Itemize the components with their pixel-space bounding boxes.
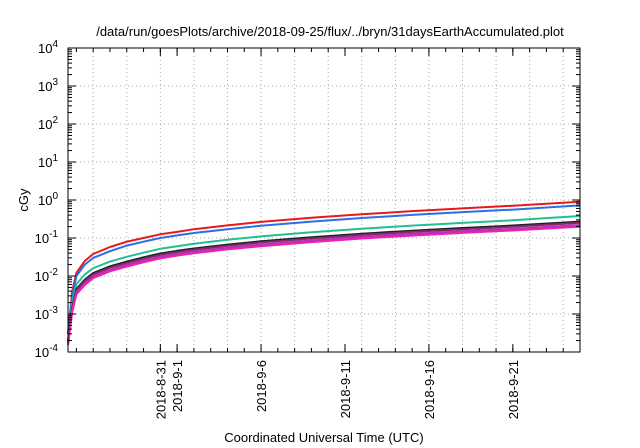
x-tick-label: 2018-9-21	[506, 360, 521, 419]
y-tick-label: 101	[38, 153, 58, 170]
series-layer	[67, 200, 581, 346]
y-tick-label: 103	[38, 77, 58, 94]
series-line-3	[67, 215, 581, 341]
y-tick-label: 100	[38, 191, 58, 208]
grid	[68, 48, 580, 352]
y-tick-label: 10-2	[35, 267, 59, 284]
series-line-4	[67, 220, 581, 341]
y-axis-label: cGy	[16, 188, 31, 212]
x-tick-label: 2018-9-16	[422, 360, 437, 419]
chart-title: /data/run/goesPlots/archive/2018-09-25/f…	[96, 24, 564, 39]
x-axis: 2018-8-31 2018-9-1 2018-9-6 2018-9-11 2018-9…	[75, 48, 581, 419]
x-tick-label: 2018-9-11	[338, 360, 353, 418]
x-tick-label: 2018-9-1	[170, 360, 185, 412]
y-tick-label: 102	[38, 115, 58, 132]
series-line-2	[67, 204, 581, 335]
y-axis: 10-4 10-3 10-2 10-1 100 101 102 103 104	[35, 39, 580, 360]
series-line-1	[67, 200, 581, 334]
x-tick-label: 2018-9-6	[254, 360, 269, 412]
series-line-6	[67, 224, 581, 345]
series-line-5	[67, 221, 581, 343]
y-tick-label: 10-4	[35, 343, 59, 360]
y-tick-label: 10-3	[35, 305, 59, 322]
y-tick-label: 10-1	[35, 229, 59, 246]
x-tick-label: 2018-8-31	[153, 360, 168, 419]
y-tick-label: 104	[38, 39, 58, 56]
series-line-7	[67, 225, 581, 346]
x-axis-label: Coordinated Universal Time (UTC)	[224, 430, 423, 445]
